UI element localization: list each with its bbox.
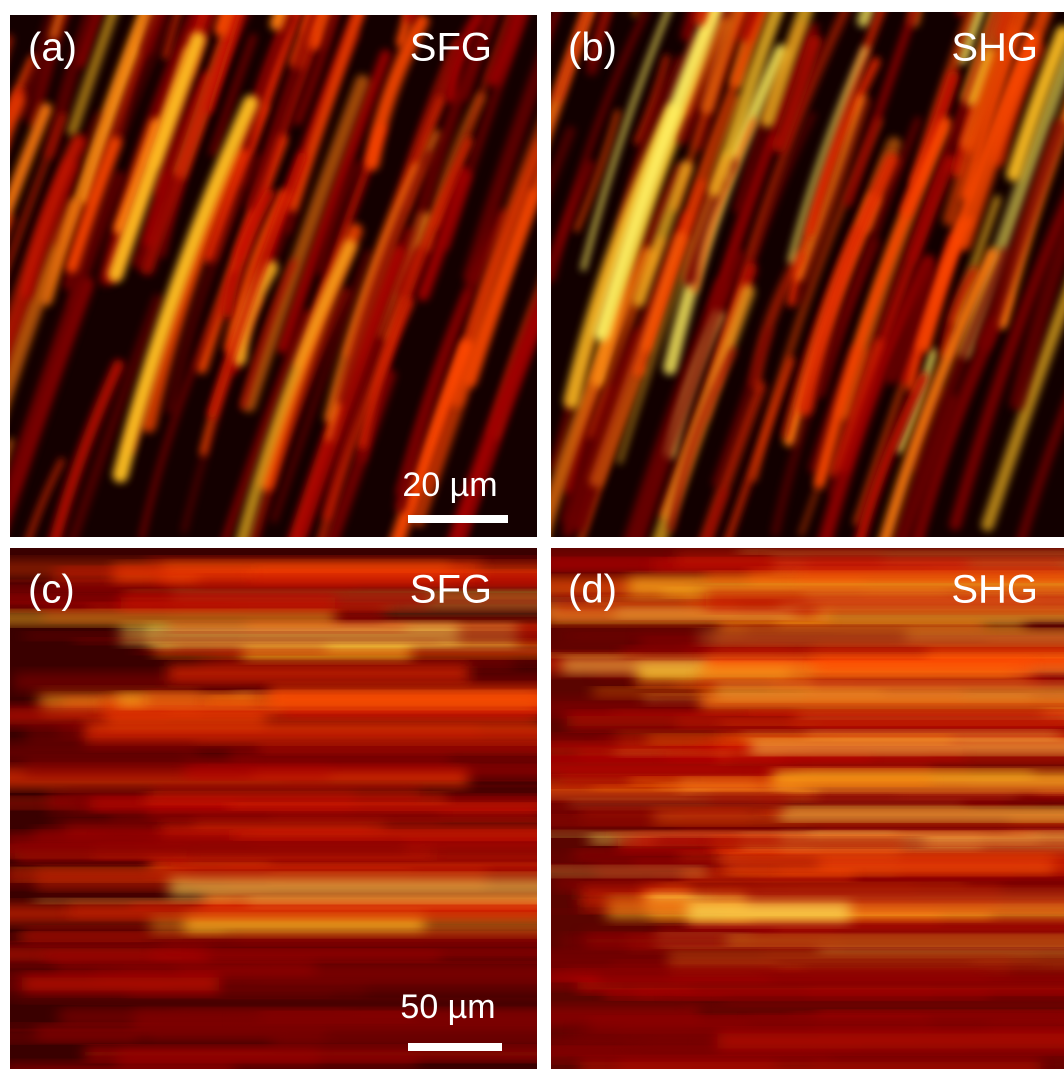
texture	[748, 711, 1064, 714]
figure: (a) SFG (b) SHG (c) SFG (d) SHG 20 µm 50 µm	[0, 0, 1064, 1069]
texture	[772, 548, 1064, 557]
texture	[150, 919, 581, 932]
texture	[580, 1062, 1041, 1069]
texture	[961, 0, 1064, 12]
texture	[110, 813, 439, 823]
texture	[0, 0, 4, 159]
texture	[715, 685, 1064, 697]
texture	[0, 202, 1, 364]
texture	[22, 977, 219, 991]
modality-label: SFG	[410, 568, 492, 612]
texture	[630, 779, 931, 784]
texture	[0, 745, 195, 760]
scale-bar-label: 50 µm	[400, 988, 495, 1026]
texture	[169, 624, 406, 631]
texture	[586, 859, 818, 868]
texture	[531, 868, 707, 875]
panel-d	[512, 548, 1064, 1069]
texture	[750, 1015, 1064, 1021]
modality-label: SFG	[410, 26, 492, 70]
texture	[726, 937, 1064, 943]
texture	[135, 650, 548, 654]
texture	[120, 1050, 319, 1064]
panel-label: (d)	[568, 568, 617, 612]
texture	[750, 742, 1064, 751]
texture	[43, 953, 561, 961]
scale-bar	[408, 1043, 502, 1051]
modality-label: SHG	[951, 26, 1038, 70]
texture	[24, 634, 611, 639]
texture	[121, 597, 335, 610]
scale-bar	[408, 515, 508, 523]
texture	[153, 788, 419, 799]
panel-label: (c)	[28, 568, 75, 612]
texture	[804, 966, 1040, 971]
texture	[0, 442, 11, 601]
texture	[0, 39, 9, 229]
texture	[655, 839, 924, 845]
texture	[4, 1066, 233, 1069]
texture	[198, 578, 546, 587]
texture	[592, 786, 764, 790]
texture	[747, 1023, 988, 1033]
texture	[233, 832, 560, 838]
texture	[168, 666, 469, 681]
texture	[525, 797, 786, 809]
texture	[615, 609, 794, 616]
texture	[0, 220, 8, 434]
texture	[687, 904, 850, 921]
texture	[519, 760, 797, 772]
texture	[0, 303, 2, 397]
modality-label: SHG	[951, 568, 1038, 612]
texture	[171, 860, 610, 869]
texture	[647, 736, 951, 742]
texture	[691, 880, 1064, 896]
texture	[717, 1034, 1064, 1049]
texture	[779, 810, 1064, 818]
panel-a	[0, 0, 589, 633]
scale-bar-label: 20 µm	[402, 466, 497, 504]
texture	[0, 614, 335, 624]
texture	[817, 660, 1031, 671]
texture	[557, 630, 906, 642]
panel-label: (b)	[568, 26, 617, 70]
texture	[515, 654, 1064, 657]
texture	[410, 0, 494, 17]
texture	[0, 1033, 140, 1041]
texture	[599, 971, 1064, 982]
texture	[619, 983, 1064, 986]
texture	[606, 832, 1030, 836]
texture	[687, 1006, 1064, 1010]
page: (a)SFG(b)SHG(c)SFG(d)SHG20 µm50 µm (() =…	[0, 0, 1064, 1069]
texture	[0, 142, 5, 363]
texture	[682, 871, 854, 878]
panel-b	[451, 0, 1064, 633]
texture	[567, 715, 1064, 727]
texture	[724, 996, 1064, 1004]
panel-label: (a)	[28, 26, 77, 70]
